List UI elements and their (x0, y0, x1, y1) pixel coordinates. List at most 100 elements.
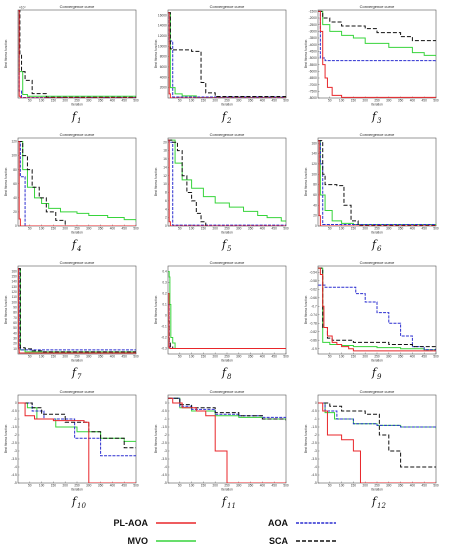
series-line-aoa (318, 402, 436, 428)
chart-panel-11: Convergence curve Iteration Best fitness f… (154, 389, 289, 510)
x-axis-label: Iteration (371, 231, 383, 235)
y-tick-label: -4.5 (311, 473, 317, 477)
y-tick-label: 0.1 (162, 303, 167, 307)
series-line-mvo (318, 10, 436, 57)
y-tick-label: 0 (315, 401, 317, 405)
x-tick-label: 200 (213, 484, 219, 488)
y-tick-label: -2 (314, 433, 317, 437)
y-tick-label: -1.5 (11, 425, 17, 429)
x-tick-label: 50 (328, 227, 332, 231)
y-tick-label: -3 (164, 449, 167, 453)
y-tick-label: -1.5 (311, 425, 317, 429)
series-line-sca (18, 141, 136, 226)
x-tick-label: 200 (363, 227, 369, 231)
y-tick-label: -3 (14, 449, 17, 453)
x-tick-label: 400 (110, 99, 116, 103)
plot-area (317, 394, 437, 484)
y-tick-label: -2 (14, 433, 17, 437)
y-tick-label: 80 (13, 311, 17, 315)
y-tick-label: 100 (311, 172, 317, 176)
y-tick-label: 70 (13, 316, 17, 320)
y-axis-label: Best fitness function (4, 40, 8, 69)
x-tick-label: 100 (189, 227, 195, 231)
function-label-subscript: 2 (226, 117, 232, 125)
chart-title: Convergence curve (210, 389, 245, 394)
y-tick-label: 2 (165, 216, 167, 220)
x-tick-label: 200 (363, 484, 369, 488)
function-label: f (71, 110, 78, 123)
x-axis-label: Iteration (71, 103, 83, 107)
x-tick-label: 350 (398, 484, 404, 488)
y-tick-label: 30 (13, 337, 17, 341)
y-tick-label: 20 (13, 210, 17, 214)
function-label: f (371, 110, 378, 123)
x-tick-label: 450 (422, 99, 428, 103)
chart-panel-12: Convergence curve Iteration Best fitness f… (304, 389, 439, 510)
y-tick-label: 100 (11, 154, 17, 158)
x-axis-label: Iteration (221, 488, 233, 492)
y-tick-label: 160 (11, 269, 17, 273)
series-line-sca (318, 402, 436, 468)
y-tick-label: 2000 (160, 86, 167, 90)
x-tick-label: 100 (339, 355, 345, 359)
y-tick-label: 0 (315, 224, 317, 228)
series-line-sca (168, 397, 286, 421)
x-tick-label: 400 (410, 227, 416, 231)
x-tick-label: 350 (98, 355, 104, 359)
x-tick-label: 400 (260, 99, 266, 103)
x-axis-label: Iteration (71, 488, 83, 492)
y-tick-label: 40 (313, 203, 317, 207)
x-tick-label: 250 (224, 484, 230, 488)
y-tick-label: -0.5 (11, 409, 17, 413)
x-tick-label: 250 (374, 99, 380, 103)
y-tick-label: -4500 (309, 49, 317, 53)
function-label-subscript: 11 (227, 502, 236, 510)
x-tick-label: 300 (86, 355, 92, 359)
y-tick-label: -4 (314, 465, 317, 469)
series-line-sca (318, 140, 436, 226)
x-tick-label: 400 (410, 99, 416, 103)
x-tick-label: 150 (351, 99, 357, 103)
x-tick-label: 150 (201, 355, 207, 359)
y-tick-label: 40 (13, 331, 17, 335)
chart-panel-1: Convergence curve Iteration Best fitness f… (4, 4, 139, 125)
y-tick-label: -6500 (309, 76, 317, 80)
y-tick-label: 0 (165, 401, 167, 405)
chart-title: Convergence curve (60, 260, 95, 265)
plot-area (17, 394, 137, 484)
x-axis-label: Iteration (221, 359, 233, 363)
function-label-subscript: 9 (377, 373, 382, 381)
x-tick-label: 50 (178, 99, 182, 103)
function-label: f (71, 238, 78, 251)
x-tick-label: 100 (189, 355, 195, 359)
x-tick-label: 50 (28, 484, 32, 488)
chart-panel-6: Convergence curve Iteration Best fitness f… (304, 132, 439, 253)
x-tick-label: 100 (39, 227, 45, 231)
legend-item-aoa: AOA (268, 518, 336, 528)
y-tick-label: 16000 (158, 13, 167, 17)
function-label-subscript: 8 (227, 373, 232, 381)
chart-panel-4: Convergence curve Iteration Best fitness f… (4, 132, 139, 253)
y-tick-label: -3500 (309, 36, 317, 40)
y-tick-label: 20 (13, 342, 17, 346)
x-tick-label: 300 (86, 484, 92, 488)
series-line-sca (168, 12, 286, 98)
x-tick-label: 50 (28, 227, 32, 231)
x-tick-label: 450 (272, 355, 278, 359)
y-tick-label: 6 (165, 199, 167, 203)
x-tick-label: 100 (39, 484, 45, 488)
x-tick-label: 150 (51, 227, 57, 231)
x-tick-label: 450 (272, 484, 278, 488)
y-tick-label: 60 (13, 321, 17, 325)
x-tick-label: 250 (74, 484, 80, 488)
function-label-subscript: 7 (77, 373, 82, 381)
y-tick-label: -5000 (309, 56, 317, 60)
y-tick-label: -3 (314, 449, 317, 453)
legend-label: SCA (269, 536, 289, 546)
x-tick-label: 500 (133, 99, 139, 103)
x-tick-label: 400 (260, 484, 266, 488)
y-tick-label: 120 (11, 140, 17, 144)
series-line-sca (18, 10, 136, 98)
y-tick-label: -5500 (309, 63, 317, 67)
